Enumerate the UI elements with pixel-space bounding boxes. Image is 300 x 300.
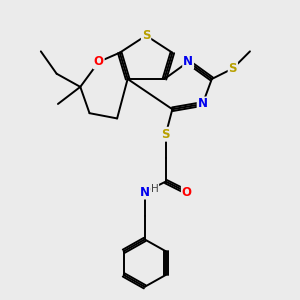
Text: N: N <box>183 56 193 68</box>
Text: H: H <box>151 184 159 194</box>
Text: S: S <box>161 128 170 141</box>
Text: O: O <box>182 186 192 199</box>
Text: N: N <box>140 186 150 199</box>
Text: O: O <box>94 56 104 68</box>
Text: N: N <box>198 98 208 110</box>
Text: S: S <box>142 29 150 42</box>
Text: S: S <box>229 62 237 75</box>
